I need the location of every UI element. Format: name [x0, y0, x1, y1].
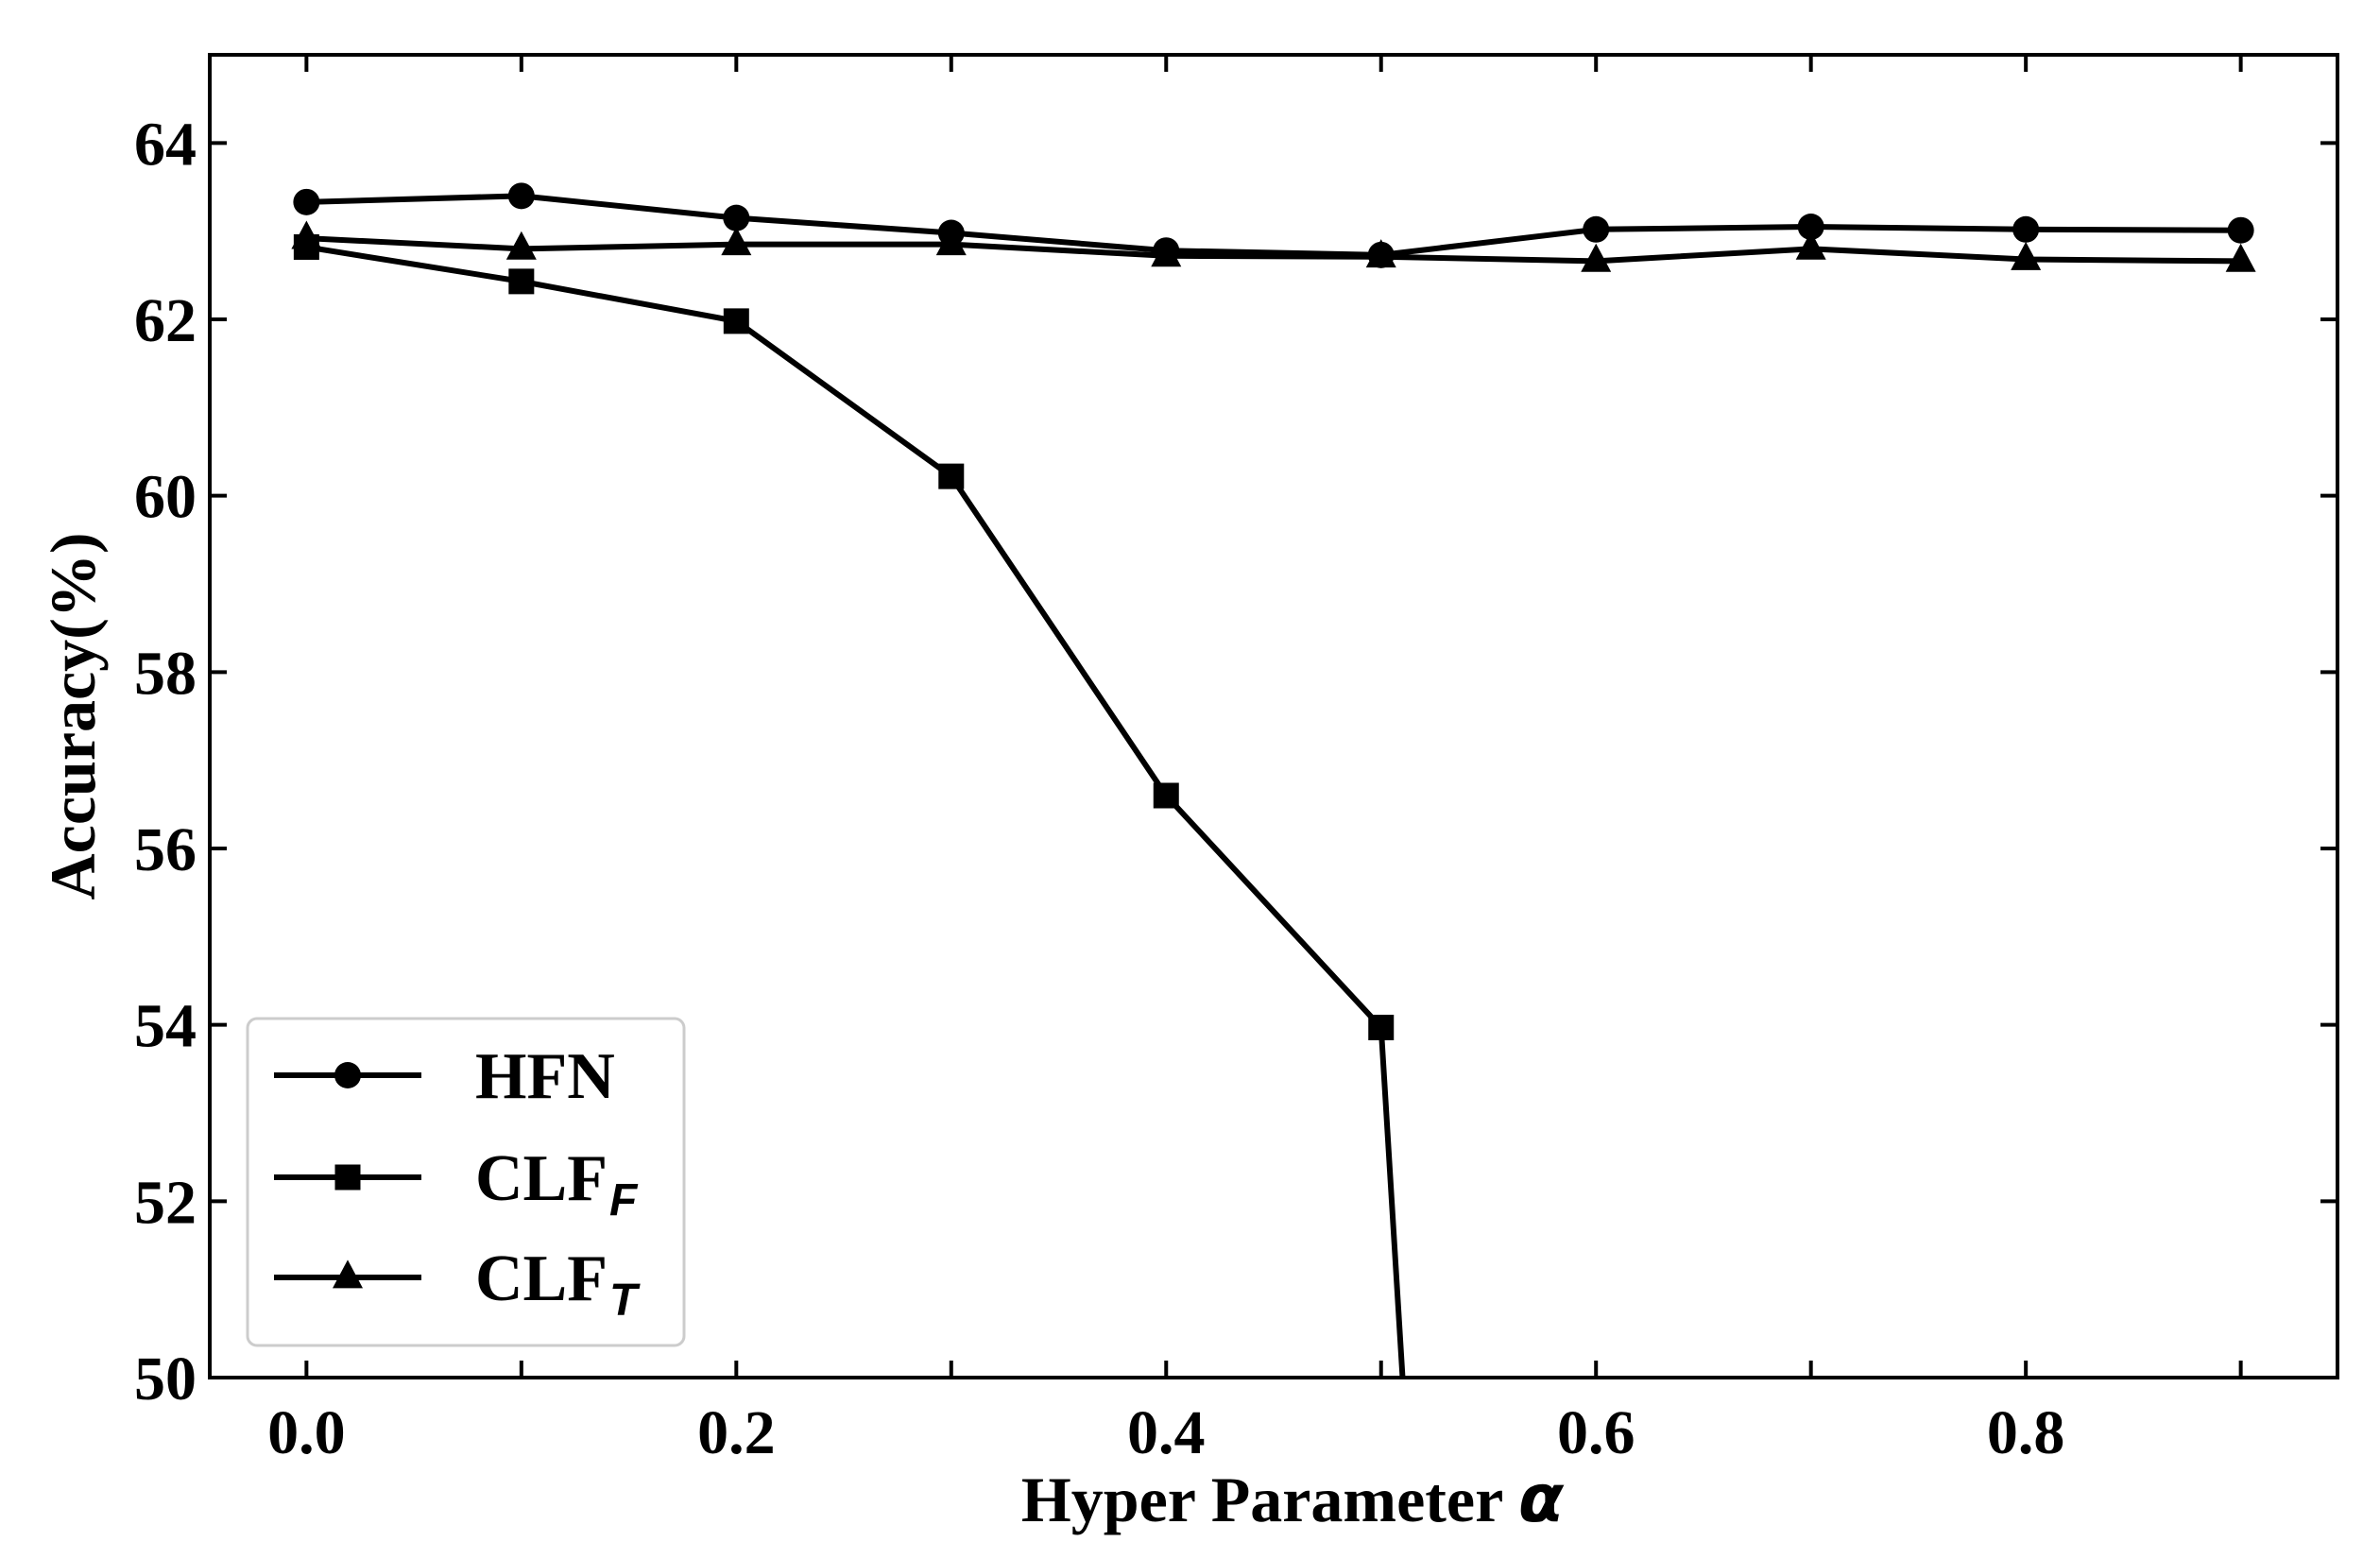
legend-marker-square [334, 1164, 361, 1191]
legend-item-clff: CLFF [274, 1142, 639, 1225]
data-point-clft [1581, 243, 1612, 272]
legend-marker-circle [334, 1062, 361, 1088]
data-point-hfn [2012, 215, 2040, 243]
data-point-clff [723, 308, 749, 334]
y-axis-title: Accuracy(%) [37, 533, 109, 900]
data-point-hfn [2227, 216, 2254, 244]
data-point-clft [291, 220, 322, 249]
plot-frame [208, 53, 2339, 1379]
y-tick-label: 62 [134, 286, 197, 355]
y-tick-label: 54 [134, 992, 197, 1061]
data-point-clft [1151, 238, 1182, 267]
labels-layer: 0.0 0.2 0.4 0.6 0.8 50 52 54 56 58 60 62 64 Hyper Par… [37, 110, 2064, 1537]
x-tick-label: 0.8 [1987, 1398, 2065, 1467]
data-point-hfn [507, 182, 535, 210]
y-tick-label: 50 [134, 1345, 197, 1413]
data-point-clft [1365, 239, 1396, 268]
y-tick-label: 56 [134, 815, 197, 884]
data-point-clft [935, 227, 967, 256]
series-line-hfn [303, 193, 2244, 258]
legend-label: HFN [475, 1040, 615, 1113]
legend-label: CLFF [475, 1142, 639, 1225]
data-point-clff [1368, 1014, 1395, 1040]
series-clft [291, 220, 2256, 272]
data-point-clft [721, 227, 752, 256]
legend: HFN CLFF CLFT [246, 1017, 686, 1347]
x-tick-label: 0.4 [1127, 1398, 1206, 1467]
series-line-clft [303, 235, 2244, 265]
y-tick-label: 52 [134, 1168, 197, 1237]
data-point-clft [1795, 231, 1826, 260]
legend-box [246, 1017, 686, 1347]
data-point-hfn [723, 204, 750, 231]
y-tick-label: 64 [134, 110, 197, 179]
legend-item-hfn: HFN [274, 1040, 615, 1113]
data-point-clff [508, 268, 535, 295]
data-point-hfn [1797, 214, 1824, 240]
data-point-clff [1153, 782, 1179, 809]
legend-marker-triangle [333, 1259, 363, 1289]
series-layer [291, 182, 2256, 1376]
data-point-hfn [293, 188, 320, 215]
y-tick-label: 58 [134, 639, 197, 708]
y-tick-label: 60 [134, 463, 197, 532]
data-point-clft [505, 231, 537, 260]
data-point-clff [938, 463, 965, 489]
x-axis-title: Hyper Parameter α [1021, 1460, 1565, 1537]
legend-item-clft: CLFT [274, 1242, 641, 1326]
data-point-clft [2011, 241, 2042, 270]
data-point-hfn [1583, 215, 1610, 243]
legend-label: CLFT [475, 1242, 641, 1326]
data-point-clft [2225, 243, 2256, 272]
x-tick-label: 0.6 [1557, 1398, 1635, 1467]
x-tick-label: 0.2 [697, 1398, 776, 1467]
x-tick-label: 0.0 [267, 1398, 346, 1467]
